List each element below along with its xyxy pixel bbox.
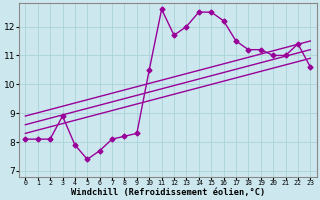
X-axis label: Windchill (Refroidissement éolien,°C): Windchill (Refroidissement éolien,°C) bbox=[71, 188, 265, 197]
